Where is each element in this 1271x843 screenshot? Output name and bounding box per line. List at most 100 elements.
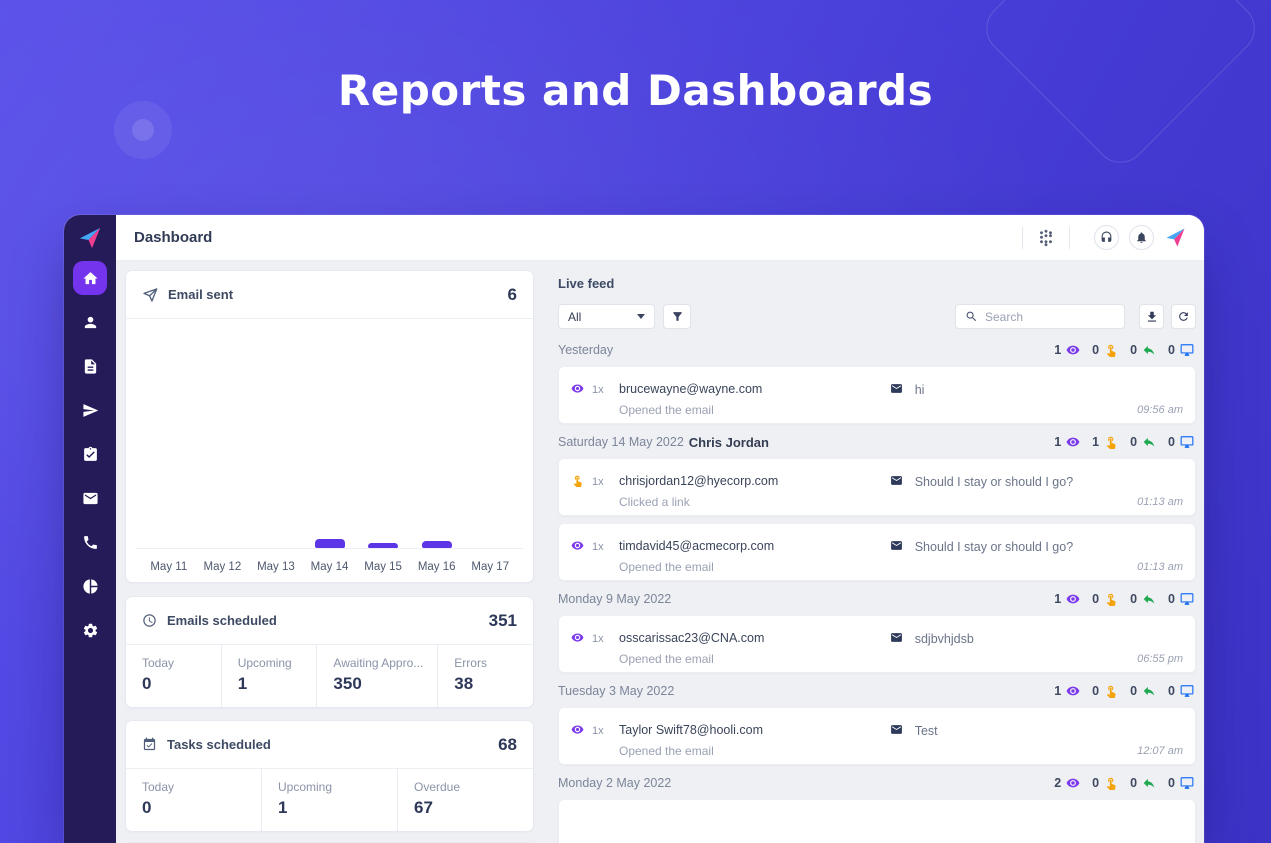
eye-icon (571, 541, 584, 550)
stat-clicks: 0 (1092, 592, 1118, 606)
x-axis-label: May 15 (364, 561, 402, 573)
refresh-icon (1177, 310, 1190, 323)
phone-icon (83, 535, 97, 549)
stat-opens: 1 (1054, 592, 1080, 606)
sidebar-item-settings[interactable] (73, 613, 107, 647)
sidebar-item-reports[interactable] (73, 569, 107, 603)
email-subject: Should I stay or should I go? (914, 475, 1074, 489)
notifications-button[interactable] (1129, 225, 1154, 250)
activity-time: 01:13 am (1137, 561, 1183, 573)
stat-cell: Today 0 (126, 645, 221, 707)
open-event-icon (571, 382, 584, 395)
download-button[interactable] (1139, 304, 1164, 329)
feed-filter-value: All (568, 309, 582, 324)
eye-icon (1066, 345, 1080, 355)
sidebar-item-documents[interactable] (73, 349, 107, 383)
sidebar-item-contacts[interactable] (73, 305, 107, 339)
sidebar-item-calls[interactable] (73, 525, 107, 559)
stat-replies-count: 0 (1130, 343, 1138, 357)
stat-opens-count: 2 (1054, 776, 1062, 790)
stat-cell: Upcoming 1 (220, 645, 317, 707)
contact-email: chrisjordan12@hyecorp.com (619, 474, 779, 488)
sidebar (64, 215, 116, 843)
open-event-icon (571, 539, 584, 552)
feed-group: Monday 2 May 2022 2 0 0 0 (558, 774, 1196, 843)
card-total: 68 (498, 734, 517, 754)
sidebar-brand-logo[interactable] (75, 223, 105, 253)
chart-bar (368, 543, 399, 548)
envelope-icon (890, 539, 903, 552)
stat-clicks-count: 1 (1092, 435, 1100, 449)
brand-logo-icon (77, 225, 103, 251)
reply-icon (1143, 345, 1155, 355)
chart-plot-area: May 11 May 12 May 13 May 14 May 15 May 16 May … (142, 539, 517, 573)
card-header: Email sent 6 (126, 271, 533, 319)
bell-icon (1135, 231, 1148, 244)
touch-icon (1106, 436, 1116, 449)
search-input[interactable] (985, 309, 1115, 324)
envelope-icon (890, 725, 902, 734)
stat-clicks-count: 0 (1092, 684, 1100, 698)
card-title: Email sent (168, 287, 234, 302)
stat-label: Errors (454, 656, 487, 670)
envelope-icon (890, 723, 903, 736)
email-sent-chart: May 11 May 12 May 13 May 14 May 15 May 16 May … (126, 319, 533, 582)
feed-group-date: Monday 2 May 2022 (558, 776, 672, 790)
sidebar-item-tasks[interactable] (73, 437, 107, 471)
feed-group: Yesterday 1 0 0 0 1x brucewayne@wayne.com hi Ope… (558, 341, 1196, 424)
refresh-button[interactable] (1171, 304, 1196, 329)
calendar-check-icon (143, 737, 156, 751)
feed-item[interactable]: 1x chrisjordan12@hyecorp.com Should I stay… (558, 458, 1196, 516)
sidebar-nav (73, 261, 107, 647)
stat-replies: 0 (1130, 684, 1156, 698)
stat-clicks-count: 0 (1092, 776, 1100, 790)
topbar-brand-button[interactable] (1164, 226, 1188, 250)
feed-item[interactable]: 1x osscarissac23@CNA.com sdjbvhjdsb Opened … (558, 615, 1196, 673)
eye-icon (571, 633, 584, 642)
chart-slot: May 15 (356, 543, 410, 573)
feed-group-header: Tuesday 3 May 2022 1 0 0 0 (558, 682, 1194, 700)
dialpad-button[interactable] (1037, 229, 1055, 247)
card-total: 351 (488, 610, 517, 630)
sidebar-item-campaigns[interactable] (73, 393, 107, 427)
event-count: 1x (592, 541, 604, 553)
chart-slot: May 16 (410, 541, 464, 573)
feed-group-header: Monday 2 May 2022 2 0 0 0 (558, 774, 1194, 792)
stat-opens-count: 1 (1054, 684, 1062, 698)
email-subject: Test (914, 724, 938, 738)
feed-item[interactable]: 1x timdavid45@acmecorp.com Should I stay o… (558, 523, 1196, 581)
feed-item[interactable]: 1x Taylor Swift78@hooli.com Test Opened the… (558, 707, 1196, 765)
sidebar-item-inbox[interactable] (73, 481, 107, 515)
x-axis-label: May 16 (417, 561, 456, 573)
eye-icon (1066, 686, 1080, 696)
feed-group-date: Monday 9 May 2022 (558, 592, 672, 606)
touch-icon (1106, 685, 1116, 698)
topbar-divider (1022, 226, 1023, 249)
topbar-divider (1069, 226, 1070, 249)
feed-item-partial[interactable] (558, 799, 1196, 843)
activity-description: Clicked a link (619, 495, 690, 509)
reply-icon (1143, 686, 1155, 696)
background-circle-decoration (114, 101, 172, 159)
feed-item[interactable]: 1x brucewayne@wayne.com hi Opened the email… (558, 366, 1196, 424)
stat-clicks: 1 (1092, 435, 1118, 449)
envelope-icon (82, 492, 98, 504)
envelope-icon (890, 633, 902, 642)
filter-button[interactable] (663, 304, 691, 329)
send-icon (142, 287, 158, 303)
monitor-icon (1180, 436, 1194, 448)
email-sent-card: Email sent 6 May 11 May 12 May 13 May 14 May… (126, 271, 533, 582)
support-button[interactable] (1094, 225, 1119, 250)
sidebar-item-home[interactable] (73, 261, 107, 295)
funnel-icon (672, 312, 682, 321)
person-icon (84, 316, 96, 328)
stat-clicks: 0 (1092, 684, 1118, 698)
page-heading: Dashboard (134, 229, 213, 246)
stat-cell: Upcoming 1 (261, 769, 397, 831)
search-icon (966, 311, 977, 322)
download-icon (1145, 310, 1159, 324)
feed-filter-select[interactable]: All (558, 304, 655, 329)
stat-label: Today (142, 780, 175, 794)
event-count: 1x (592, 725, 604, 737)
x-axis-label: May 11 (150, 561, 188, 573)
